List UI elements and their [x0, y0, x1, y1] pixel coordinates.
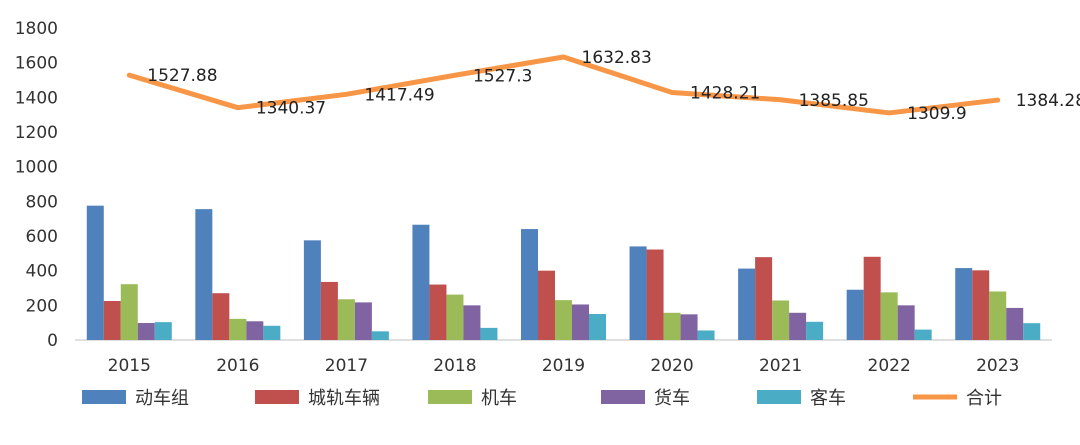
- x-tick-label: 2020: [650, 356, 693, 376]
- bar-机车: [229, 318, 247, 340]
- legend-swatch-机车: [428, 390, 472, 404]
- data-label: 1340.37: [256, 99, 326, 119]
- legend-swatch-客车: [757, 390, 801, 404]
- data-label: 1309.9: [907, 104, 966, 124]
- legend-swatch-城轨车辆: [255, 390, 299, 404]
- legend-swatch-动车组: [82, 390, 126, 404]
- bar-城轨车辆: [863, 256, 881, 340]
- bar-货车: [789, 312, 807, 340]
- x-tick-label: 2023: [976, 356, 1019, 376]
- x-tick-label: 2022: [868, 356, 911, 376]
- y-tick-label: 400: [26, 262, 58, 282]
- bar-客车: [263, 325, 281, 340]
- y-tick-label: 1600: [15, 54, 58, 74]
- bar-货车: [572, 304, 589, 340]
- x-tick-label: 2021: [759, 356, 802, 376]
- legend-label: 城轨车辆: [308, 388, 380, 409]
- bar-动车组: [195, 209, 213, 340]
- y-tick-label: 200: [26, 296, 58, 316]
- bar-机车: [989, 291, 1007, 340]
- bar-机车: [772, 300, 790, 340]
- bar-客车: [697, 330, 715, 340]
- data-label: 1527.3: [473, 66, 532, 86]
- x-tick-label: 2016: [216, 356, 259, 376]
- bar-货车: [137, 323, 155, 340]
- y-tick-label: 0: [47, 331, 58, 351]
- bar-机车: [663, 312, 681, 340]
- y-tick-label: 1800: [15, 19, 58, 39]
- bar-客车: [589, 314, 606, 340]
- bar-货车: [463, 305, 481, 340]
- legend-label: 动车组: [135, 388, 189, 409]
- bar-城轨车辆: [212, 293, 230, 340]
- bar-机车: [880, 292, 898, 340]
- x-tick-label: 2015: [108, 356, 151, 376]
- bar-动车组: [955, 268, 973, 340]
- bar-客车: [1023, 323, 1041, 340]
- bar-城轨车辆: [646, 249, 664, 340]
- data-label: 1417.49: [364, 85, 434, 105]
- y-tick-label: 600: [26, 227, 58, 247]
- bar-动车组: [86, 205, 104, 340]
- bar-机车: [555, 300, 572, 340]
- bar-客车: [914, 329, 932, 340]
- bar-城轨车辆: [429, 284, 447, 340]
- bar-城轨车辆: [755, 257, 773, 340]
- line-合计: [126, 54, 1001, 116]
- bar-客车: [806, 321, 824, 340]
- x-tick-label: 2019: [542, 356, 585, 376]
- legend-label: 客车: [810, 388, 846, 409]
- bar-货车: [246, 321, 264, 340]
- bar-货车: [354, 302, 372, 340]
- y-tick-label: 1200: [15, 123, 58, 143]
- bar-客车: [480, 327, 498, 340]
- bar-动车组: [303, 240, 321, 340]
- x-tick-label: 2018: [433, 356, 476, 376]
- bar-动车组: [629, 246, 647, 340]
- bar-机车: [120, 284, 138, 340]
- legend-label: 合计: [966, 388, 1002, 409]
- bar-城轨车辆: [972, 270, 990, 340]
- legend-swatch-货车: [601, 390, 645, 404]
- bar-城轨车辆: [538, 270, 555, 340]
- bar-货车: [1006, 307, 1024, 340]
- bar-城轨车辆: [103, 301, 121, 340]
- bar-货车: [680, 314, 698, 340]
- data-label: 1527.88: [147, 66, 217, 86]
- bar-动车组: [846, 289, 864, 340]
- data-label: 1428.21: [690, 83, 760, 103]
- legend-label: 机车: [481, 388, 517, 409]
- data-label: 1632.83: [582, 48, 652, 68]
- y-tick-label: 1000: [15, 158, 58, 178]
- bar-机车: [337, 299, 355, 340]
- y-tick-label: 1400: [15, 88, 58, 108]
- data-label: 1385.85: [799, 91, 869, 111]
- y-tick-label: 800: [26, 192, 58, 212]
- bar-城轨车辆: [320, 281, 338, 340]
- bar-客车: [154, 322, 172, 340]
- bar-货车: [897, 305, 915, 340]
- bar-动车组: [738, 268, 756, 340]
- bar-动车组: [412, 224, 430, 340]
- bar-客车: [371, 331, 389, 340]
- legend-label: 货车: [654, 388, 690, 409]
- x-tick-label: 2017: [325, 356, 368, 376]
- bar-机车: [446, 294, 464, 340]
- bar-动车组: [521, 229, 538, 340]
- data-label: 1384.28: [1016, 91, 1080, 111]
